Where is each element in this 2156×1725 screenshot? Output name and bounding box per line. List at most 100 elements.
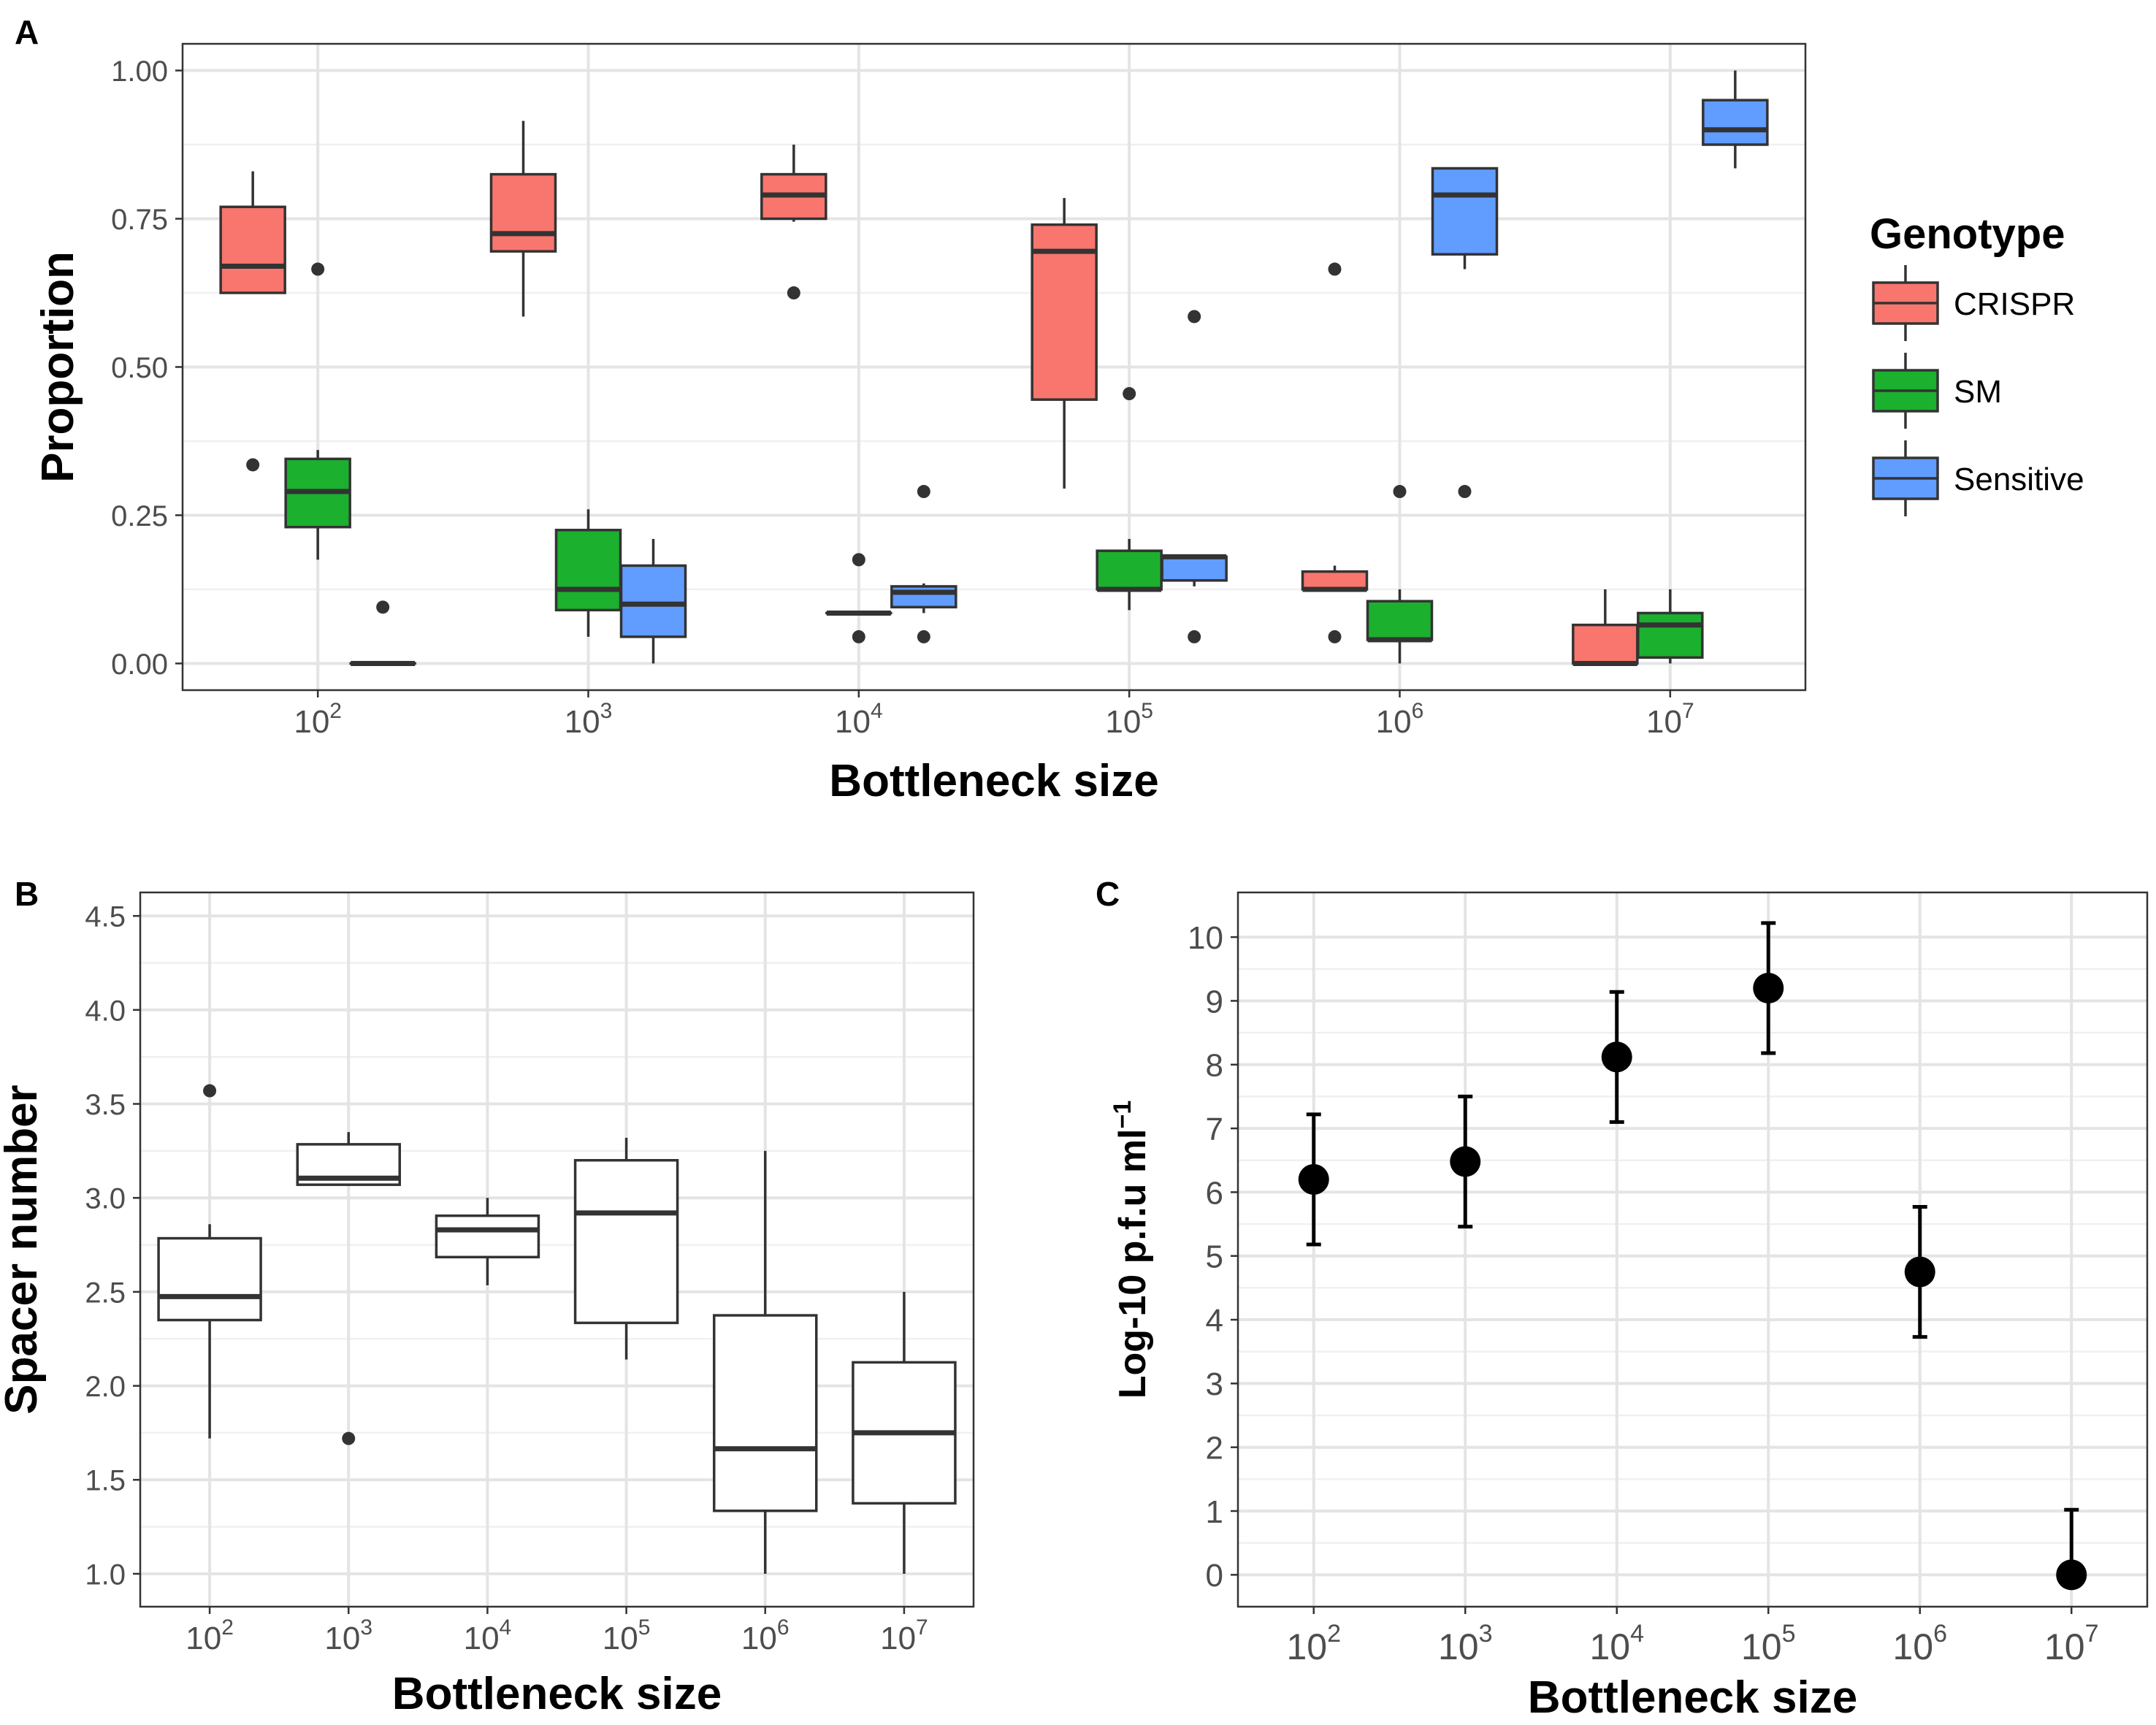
x-tick-exponent: 3 <box>600 699 613 723</box>
box-crispr-1 <box>489 121 557 317</box>
panel-b-grid <box>140 892 974 1607</box>
panel-c-y-axis-title-main: Log-10 p.f.u ml <box>1112 1129 1154 1399</box>
y-tick-label: 0.00 <box>111 649 168 681</box>
x-tick-label: 104 <box>835 699 883 740</box>
y-tick-label: 8 <box>1206 1048 1223 1084</box>
legend-label: Sensitive <box>1954 462 2084 497</box>
panel-a-y-axis-title: Proportion <box>33 251 83 483</box>
x-tick-base: 10 <box>603 1621 638 1656</box>
box-iqr <box>1702 99 1769 146</box>
box-iqr <box>1637 611 1704 659</box>
x-tick-exponent: 5 <box>638 1615 651 1640</box>
box-iqr <box>157 1236 262 1322</box>
box-sensitive-0 <box>349 600 416 666</box>
x-tick-exponent: 2 <box>329 699 342 723</box>
x-tick-base: 10 <box>1105 704 1141 740</box>
x-tick-exponent: 5 <box>1141 699 1153 723</box>
panel-c-grid <box>1238 892 2147 1607</box>
y-tick-label: 2 <box>1206 1431 1223 1466</box>
panel-b-boxes <box>157 1084 957 1574</box>
x-tick-label: 106 <box>1376 699 1424 740</box>
box-iqr <box>219 205 286 294</box>
legend-title: Genotype <box>1870 210 2065 258</box>
outlier-point <box>1188 310 1201 324</box>
x-tick-exponent: 7 <box>2085 1620 2099 1648</box>
x-tick-label: 105 <box>1105 699 1153 740</box>
box-iqr <box>713 1314 818 1512</box>
box-spacer-2 <box>435 1198 540 1285</box>
x-tick-label: 103 <box>565 699 613 740</box>
x-tick-label: 102 <box>294 699 342 740</box>
panel-c-frame <box>1236 891 2149 1608</box>
y-tick-label: 1.5 <box>85 1465 126 1497</box>
y-tick-label: 1 <box>1206 1494 1223 1530</box>
x-tick-exponent: 3 <box>360 1615 372 1640</box>
y-tick-label: 4.0 <box>85 995 126 1027</box>
x-tick-exponent: 6 <box>1933 1620 1947 1648</box>
legend-item-sensitive: Sensitive <box>1872 440 2084 516</box>
box-sensitive-2 <box>890 485 957 643</box>
y-tick-label: 1.00 <box>111 56 168 88</box>
y-tick-label: 0.75 <box>111 204 168 236</box>
box-sm-0 <box>284 262 351 560</box>
x-tick-base: 10 <box>1646 704 1682 740</box>
box-sensitive-4 <box>1431 167 1499 499</box>
box-spacer-0 <box>157 1084 262 1439</box>
point-with-errorbar-2 <box>1601 990 1632 1124</box>
box-iqr <box>1301 570 1369 591</box>
box-sm-5 <box>1637 589 1704 664</box>
outlier-point <box>311 262 325 276</box>
panel-b-y-axis-title: Spacer number <box>0 1085 47 1414</box>
box-spacer-1 <box>296 1132 401 1445</box>
x-tick-label: 102 <box>1286 1620 1341 1667</box>
box-crispr-0 <box>219 171 286 472</box>
y-tick-label: 4 <box>1206 1303 1223 1339</box>
x-tick-exponent: 4 <box>500 1615 512 1640</box>
panel-label-c: C <box>1096 875 1120 913</box>
point-with-errorbar-0 <box>1298 1112 1329 1247</box>
x-tick-base: 10 <box>1741 1626 1782 1667</box>
box-iqr <box>435 1214 540 1259</box>
x-tick-base: 10 <box>294 704 329 740</box>
box-sm-2 <box>825 553 892 643</box>
box-iqr <box>489 172 557 253</box>
x-tick-base: 10 <box>565 704 600 740</box>
x-tick-exponent: 2 <box>221 1615 234 1640</box>
panel-c-y-axis-title: Log-10 p.f.u ml−1 <box>1109 1101 1154 1399</box>
outlier-point <box>342 1431 356 1445</box>
box-crispr-5 <box>1572 589 1639 666</box>
x-tick-base: 10 <box>1286 1626 1327 1667</box>
y-tick-label: 0.25 <box>111 500 168 532</box>
legend-label: SM <box>1954 374 2002 410</box>
x-tick-base: 10 <box>741 1621 777 1656</box>
x-tick-exponent: 5 <box>1782 1620 1796 1648</box>
panel-label-b: B <box>15 875 39 913</box>
box-sensitive-5 <box>1702 70 1769 169</box>
x-tick-base: 10 <box>1892 1626 1933 1667</box>
x-tick-label: 105 <box>603 1615 651 1656</box>
point-with-errorbar-3 <box>1753 921 1784 1055</box>
box-spacer-3 <box>573 1137 679 1360</box>
outlier-point <box>1123 387 1136 401</box>
box-sm-1 <box>554 509 622 637</box>
outlier-point <box>1393 485 1407 499</box>
outlier-point <box>852 553 865 567</box>
box-iqr <box>1161 555 1228 582</box>
outlier-point <box>1328 630 1342 643</box>
outlier-point <box>376 600 390 614</box>
panel-a-grid <box>183 44 1805 690</box>
legend-item-crispr: CRISPR <box>1872 265 2075 341</box>
x-tick-label: 107 <box>880 1615 928 1656</box>
outlier-point <box>203 1084 217 1098</box>
x-tick-base: 10 <box>186 1621 221 1656</box>
panel-label-a: A <box>15 13 39 51</box>
y-tick-label: 0 <box>1206 1558 1223 1594</box>
y-tick-label: 3.0 <box>85 1183 126 1215</box>
box-sm-4 <box>1366 485 1434 664</box>
mean-point <box>1450 1146 1481 1177</box>
outlier-point <box>852 630 865 643</box>
outlier-point <box>1458 485 1472 499</box>
panel-b-x-axis-title: Bottleneck size <box>392 1669 722 1719</box>
